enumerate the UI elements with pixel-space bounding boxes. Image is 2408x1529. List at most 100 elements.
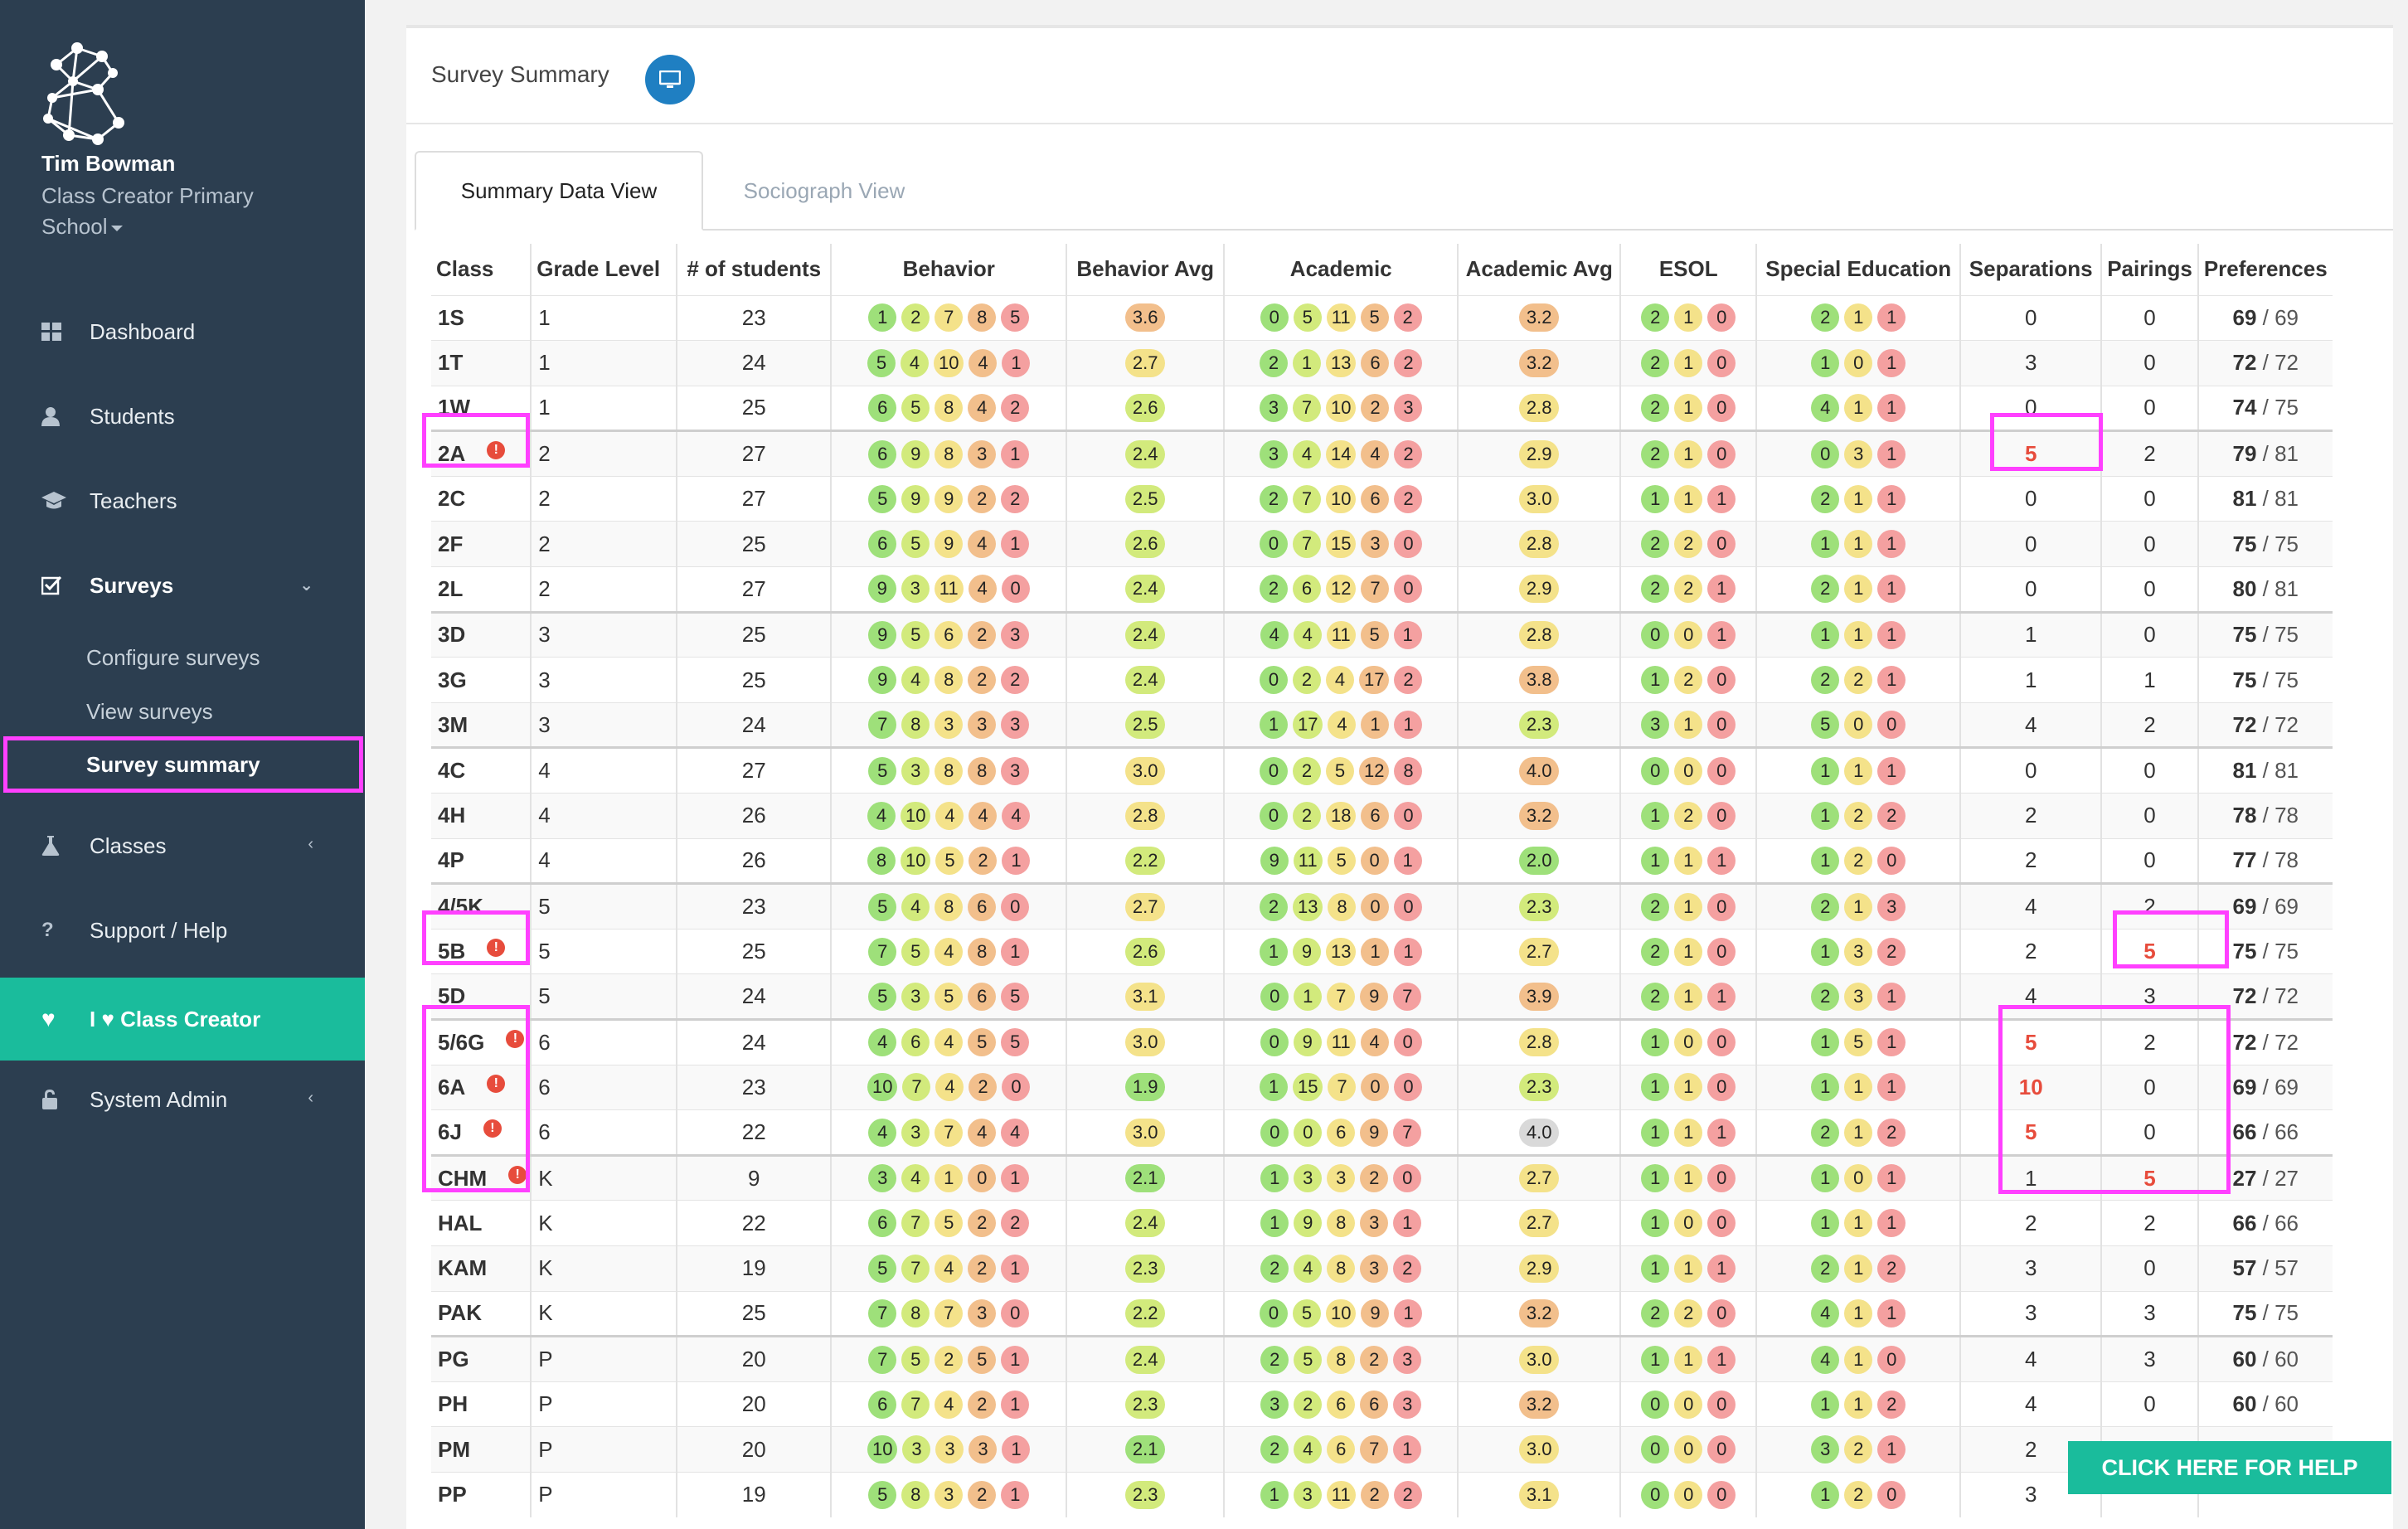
class-cell[interactable]: 3M xyxy=(431,701,532,748)
count-badge: 6 xyxy=(1361,801,1390,830)
count-badge: 5 xyxy=(868,982,897,1011)
alert-icon[interactable]: ! xyxy=(506,1029,525,1048)
separations-value: 2 xyxy=(2024,847,2037,873)
tab-divider xyxy=(415,229,2393,231)
count-badge: 1 xyxy=(1811,1073,1840,1102)
class-cell[interactable]: PM xyxy=(431,1426,532,1473)
tab-sociograph-view[interactable]: Sociograph View xyxy=(743,177,905,203)
pairings-cell: 0 xyxy=(2100,521,2198,567)
num-students-cell: 23 xyxy=(676,1064,832,1110)
class-cell[interactable]: 2C xyxy=(431,475,532,522)
count-badge: 3 xyxy=(1294,1164,1323,1193)
count-badge: 9 xyxy=(1360,982,1389,1011)
alert-icon[interactable]: ! xyxy=(487,1074,506,1093)
tab-summary-data-view[interactable]: Summary Data View xyxy=(415,151,703,231)
nav-classes[interactable]: Classes ‹ xyxy=(0,817,365,875)
class-creator-logo-icon[interactable] xyxy=(40,40,131,148)
num-students-cell: 24 xyxy=(676,1018,832,1065)
nav-love-class-creator[interactable]: ♥ I ♥ Class Creator xyxy=(0,978,365,1061)
academic-avg-cell: 2.3 xyxy=(1457,1064,1621,1110)
header-num-students[interactable]: # of students xyxy=(676,244,832,295)
count-badge: 8 xyxy=(867,846,896,875)
header-academic-avg[interactable]: Academic Avg xyxy=(1457,244,1621,295)
class-cell[interactable]: 5B! xyxy=(431,928,532,974)
nav-students[interactable]: Students xyxy=(0,387,365,445)
count-badge: 3 xyxy=(968,711,997,740)
count-badge: 2 xyxy=(901,303,930,332)
header-esol[interactable]: ESOL xyxy=(1619,244,1757,295)
alert-icon[interactable]: ! xyxy=(508,1165,527,1184)
count-badge: 0 xyxy=(1260,1028,1289,1057)
count-badge: 13 xyxy=(1325,937,1357,966)
nav-view-surveys[interactable]: View surveys xyxy=(86,699,213,724)
class-cell[interactable]: PH xyxy=(431,1381,532,1427)
class-cell[interactable]: 3D xyxy=(431,610,532,658)
header-grade-level[interactable]: Grade Level xyxy=(530,244,677,295)
count-badge: 5 xyxy=(1327,846,1356,875)
nav-configure-surveys[interactable]: Configure surveys xyxy=(86,645,260,670)
class-cell[interactable]: 4C xyxy=(431,746,532,794)
class-cell[interactable]: 1S xyxy=(431,294,532,341)
academic-cell: 0 2 4 17 2 xyxy=(1223,657,1459,703)
count-badge: 2.2 xyxy=(1125,1298,1166,1328)
preferences-met: 79 xyxy=(2232,441,2257,467)
help-button[interactable]: CLICK HERE FOR HELP xyxy=(2068,1441,2391,1494)
class-cell[interactable]: HAL xyxy=(431,1200,532,1246)
count-badge: 3 xyxy=(902,1435,931,1464)
header-special-education[interactable]: Special Education xyxy=(1755,244,1961,295)
nav-system-admin[interactable]: System Admin ‹ xyxy=(0,1070,365,1129)
display-mode-button[interactable] xyxy=(645,55,695,104)
class-cell[interactable]: 4/5K xyxy=(431,882,532,930)
nav-teachers[interactable]: Teachers xyxy=(0,472,365,530)
count-badge: 3 xyxy=(1811,1435,1840,1464)
academic-cell: 9 11 5 0 1 xyxy=(1223,837,1459,884)
alert-icon[interactable]: ! xyxy=(483,1119,502,1138)
class-cell[interactable]: 2F xyxy=(431,521,532,567)
class-cell[interactable]: KAM xyxy=(431,1245,532,1292)
class-cell[interactable]: PAK xyxy=(431,1290,532,1337)
class-cell[interactable]: CHM! xyxy=(431,1153,532,1201)
class-cell[interactable]: 2A! xyxy=(431,430,532,477)
nav-survey-summary[interactable]: Survey summary xyxy=(86,752,260,777)
header-separations[interactable]: Separations xyxy=(1959,244,2102,295)
nav-surveys[interactable]: Surveys ⌄ xyxy=(0,556,365,614)
school-dropdown[interactable]: Class Creator Primary School xyxy=(41,181,323,242)
class-cell[interactable]: 5/6G! xyxy=(431,1018,532,1065)
alert-icon[interactable]: ! xyxy=(487,939,506,958)
class-cell[interactable]: 2L xyxy=(431,566,532,613)
count-badge: 5 xyxy=(1325,756,1354,785)
header-pairings[interactable]: Pairings xyxy=(2100,244,2198,295)
count-badge: 11 xyxy=(1326,1028,1356,1057)
academic-cell: 1 9 13 1 1 xyxy=(1223,928,1459,974)
pairings-cell: 0 xyxy=(2100,1245,2198,1292)
header-class[interactable]: Class xyxy=(436,256,494,282)
class-cell[interactable]: 6A! xyxy=(431,1064,532,1110)
class-cell[interactable]: 1T xyxy=(431,340,532,386)
count-badge: 2.3 xyxy=(1125,1254,1166,1283)
class-cell[interactable]: 3G xyxy=(431,657,532,703)
class-cell[interactable]: PG xyxy=(431,1335,532,1382)
preferences-met: 72 xyxy=(2232,350,2257,376)
count-badge: 4 xyxy=(1360,1028,1389,1057)
count-badge: 5 xyxy=(1844,1028,1873,1057)
class-cell[interactable]: 6J! xyxy=(431,1109,532,1156)
pairings-cell: 2 xyxy=(2100,430,2198,477)
count-badge: 5 xyxy=(1811,711,1840,740)
class-cell[interactable]: PP xyxy=(431,1471,532,1518)
header-academic[interactable]: Academic xyxy=(1223,244,1459,295)
nav-support-help[interactable]: ? Support / Help xyxy=(0,901,365,959)
header-preferences[interactable]: Preferences xyxy=(2197,244,2333,295)
nav-dashboard[interactable]: Dashboard xyxy=(0,303,365,361)
class-cell[interactable]: 5D xyxy=(431,973,532,1020)
pairings-cell: 0 xyxy=(2100,837,2198,884)
class-cell[interactable]: 4H xyxy=(431,793,532,839)
behavior-avg-cell: 2.5 xyxy=(1066,475,1225,522)
header-behavior[interactable]: Behavior xyxy=(830,244,1067,295)
header-behavior-avg[interactable]: Behavior Avg xyxy=(1066,244,1225,295)
count-badge: 3.2 xyxy=(1519,1390,1560,1419)
class-cell[interactable]: 4P xyxy=(431,837,532,884)
alert-icon[interactable]: ! xyxy=(487,441,506,460)
